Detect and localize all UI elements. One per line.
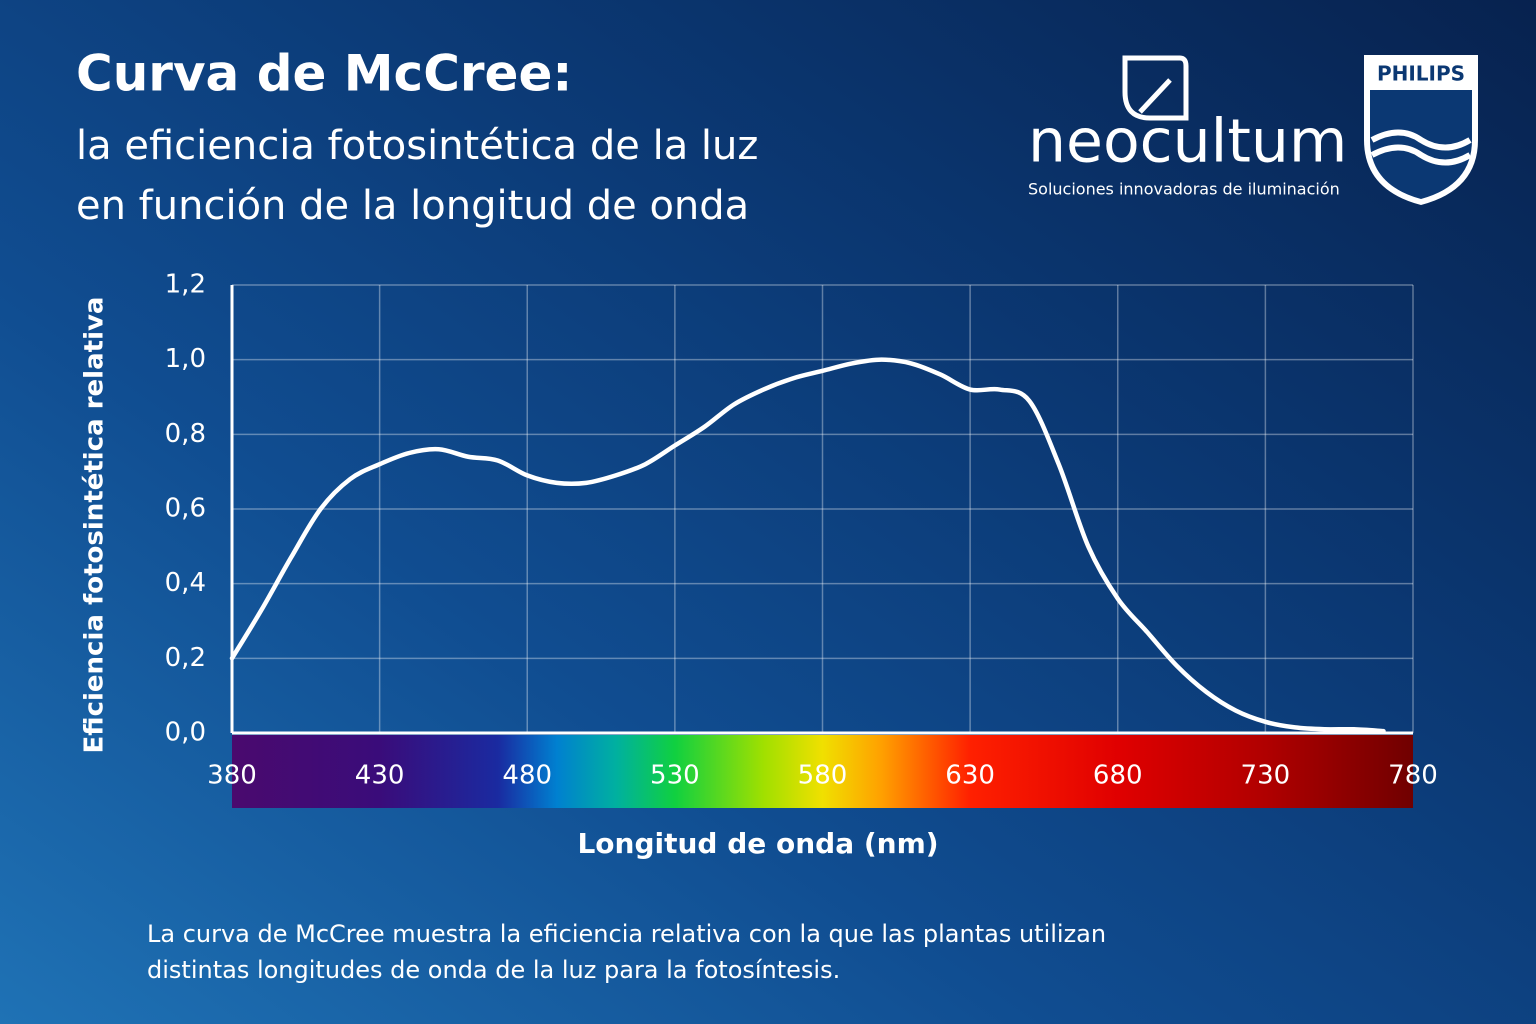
x-tick-label: 630: [945, 761, 995, 791]
y-tick-label: 0,0: [165, 718, 206, 748]
spectrum-band: [232, 735, 1413, 808]
y-tick-label: 1,0: [165, 344, 206, 374]
y-tick-label: 0,6: [165, 494, 206, 524]
description: distintas longitudes de onda de la luz p…: [147, 956, 840, 984]
subtitle: en función de la longitud de onda: [76, 183, 749, 229]
x-tick-label: 380: [207, 761, 257, 791]
brand: neocultum: [1028, 107, 1347, 177]
x-tick-label: 730: [1241, 761, 1291, 791]
y-tick-label: 0,4: [165, 568, 206, 598]
philips-logo: PHILIPS: [1364, 55, 1478, 205]
neocultum-logo: neocultum Soluciones innovadoras de ilum…: [1028, 55, 1347, 199]
partner: PHILIPS: [1377, 62, 1465, 86]
subtitle: la eficiencia fotosintética de la luz: [76, 123, 758, 169]
y-tick-label: 0,8: [165, 419, 206, 449]
x-tick-label: 780: [1388, 761, 1438, 791]
x-tick-label: 530: [650, 761, 700, 791]
description: La curva de McCree muestra la eficiencia…: [147, 920, 1106, 948]
title: Curva de McCree:: [76, 45, 572, 103]
y-axis-label: Eficiencia fotosintética relativa: [80, 297, 110, 754]
y-tick-label: 1,2: [165, 270, 206, 300]
x-tick-label: 580: [798, 761, 848, 791]
curve: [229, 357, 1386, 734]
x-tick-label: 680: [1093, 761, 1143, 791]
x-axis-label: Longitud de onda (nm): [577, 827, 938, 860]
tagline: Soluciones innovadoras de iluminación: [1028, 180, 1340, 199]
x-tick-label: 480: [502, 761, 552, 791]
y-tick-label: 0,2: [165, 643, 206, 673]
x-tick-label: 430: [355, 761, 405, 791]
